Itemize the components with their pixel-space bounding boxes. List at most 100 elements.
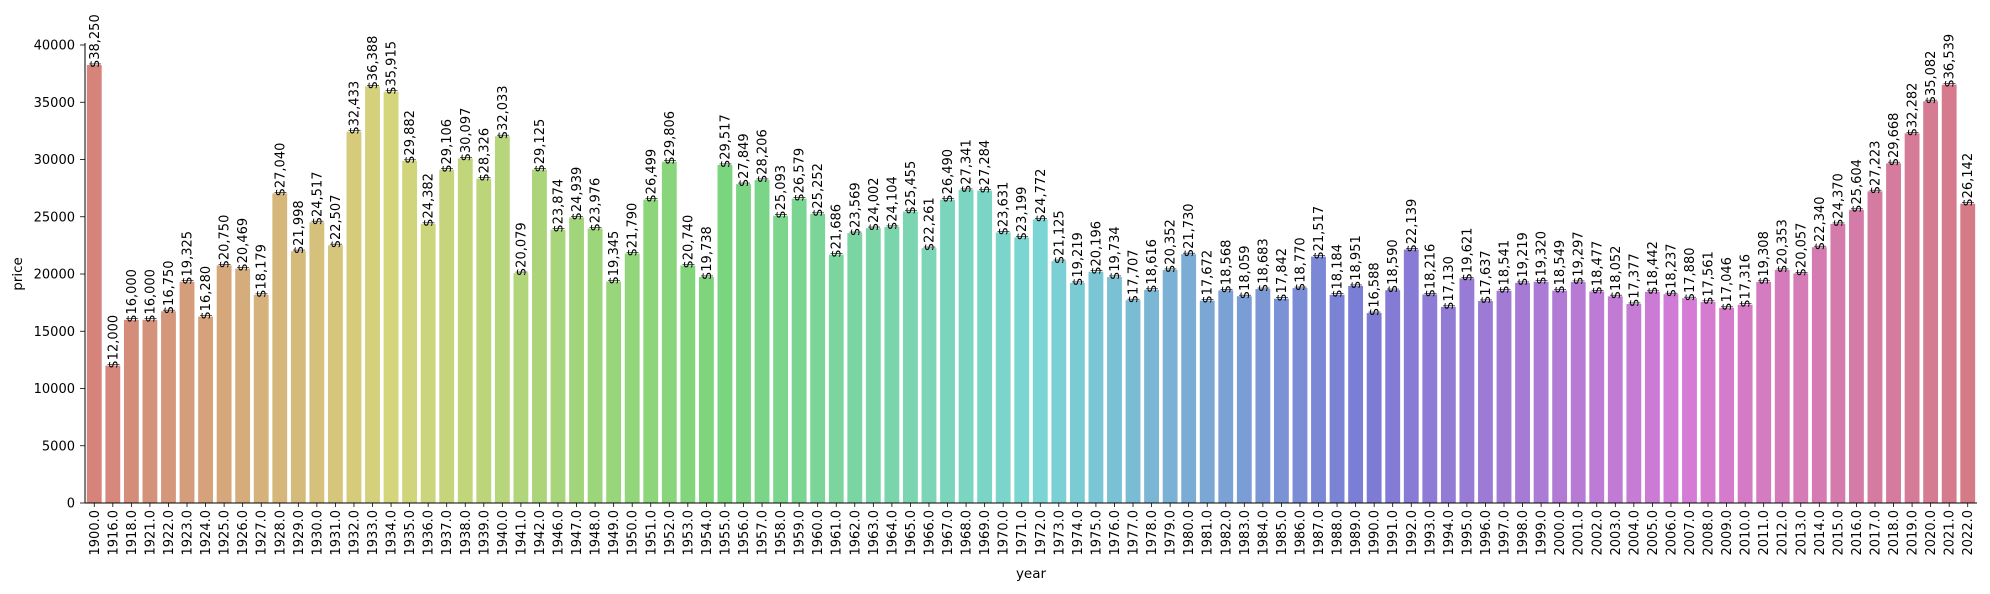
- data-label: $18,568: [1219, 240, 1234, 294]
- x-axis: 1900.0 1916.0 1918.0 1921.0 1922.0 1923.0 1924…: [85, 502, 1977, 556]
- x-tick-label: 2000.0: [1553, 510, 1568, 556]
- data-label: $28,206: [756, 129, 771, 183]
- data-label: $25,093: [774, 165, 789, 219]
- data-label: $17,130: [1442, 256, 1457, 310]
- bar: [958, 189, 974, 503]
- x-tick-label: 1993.0: [1423, 510, 1438, 556]
- x-tick-label: 1979.0: [1164, 510, 1179, 556]
- x-tick-label: 1956.0: [737, 510, 752, 556]
- x-tick-label: 1978.0: [1145, 510, 1160, 556]
- data-label: $16,280: [199, 266, 214, 320]
- data-label: $19,738: [700, 226, 715, 280]
- data-label: $24,772: [1034, 169, 1049, 223]
- bar: [736, 184, 751, 503]
- bar: [1107, 277, 1122, 503]
- bar: [513, 273, 529, 503]
- x-tick-label: 2012.0: [1776, 510, 1791, 556]
- bar: [643, 199, 659, 503]
- data-label: $16,588: [1368, 262, 1383, 316]
- x-tick-label: 1970.0: [997, 510, 1012, 556]
- x-tick-label: 1998.0: [1516, 510, 1531, 556]
- bar: [1385, 290, 1401, 503]
- x-tick-label: 2006.0: [1664, 510, 1679, 556]
- x-tick-label: 2008.0: [1702, 510, 1717, 556]
- bar: [1904, 133, 1920, 503]
- bar: [1886, 163, 1901, 504]
- data-label: $29,517: [718, 114, 733, 168]
- bar: [532, 169, 547, 503]
- x-tick-label: 1971.0: [1015, 510, 1030, 556]
- x-tick-label: 1980.0: [1182, 510, 1197, 556]
- bar: [439, 169, 455, 504]
- x-tick-label: 1989.0: [1349, 510, 1364, 556]
- x-tick-label: 1964.0: [885, 510, 900, 556]
- bar: [161, 311, 176, 503]
- data-label: $19,734: [1108, 226, 1123, 280]
- bar: [309, 222, 325, 503]
- bar: [1162, 269, 1178, 503]
- data-label: $35,082: [1924, 51, 1939, 105]
- x-tick-label: 1934.0: [385, 510, 400, 556]
- x-tick-label: 2004.0: [1627, 510, 1642, 556]
- x-tick-label: 1959.0: [793, 510, 808, 556]
- x-tick-label: 2007.0: [1683, 510, 1698, 556]
- x-tick-label: 1952.0: [663, 510, 678, 556]
- bar: [903, 211, 918, 504]
- x-tick-label: 1947.0: [570, 510, 585, 556]
- bar: [1719, 307, 1735, 503]
- data-label: $19,297: [1572, 231, 1587, 285]
- data-label: $18,059: [1238, 245, 1253, 299]
- bar: [550, 229, 566, 503]
- bar: [1218, 290, 1234, 503]
- data-label: $17,672: [1201, 250, 1216, 304]
- bar: [569, 217, 584, 503]
- data-label: $19,219: [1071, 232, 1086, 286]
- x-tick-label: 1949.0: [607, 510, 622, 556]
- data-label: $16,000: [143, 269, 158, 323]
- x-tick-label: 1921.0: [143, 510, 158, 556]
- bar: [847, 233, 863, 503]
- x-tick-label: 1938.0: [459, 510, 474, 556]
- data-label: $18,590: [1386, 239, 1401, 293]
- x-tick-label: 1916.0: [106, 510, 121, 556]
- data-label: $29,806: [663, 111, 678, 165]
- x-tick-label: 1983.0: [1238, 510, 1253, 556]
- data-label: $27,284: [978, 140, 993, 194]
- data-label: $17,046: [1720, 257, 1735, 311]
- bar: [1236, 296, 1252, 503]
- data-label: $19,325: [181, 231, 196, 285]
- data-label: $29,106: [440, 119, 455, 173]
- bar: [365, 86, 380, 504]
- data-label: $26,499: [644, 149, 659, 203]
- data-label: $25,252: [811, 163, 826, 217]
- data-label: $19,219: [1516, 232, 1531, 286]
- bar: [1144, 289, 1159, 503]
- x-tick-label: 1976.0: [1108, 510, 1123, 556]
- data-label: $20,750: [218, 215, 233, 269]
- data-label: $24,370: [1831, 173, 1846, 227]
- y-tick-label: 5000: [42, 439, 75, 454]
- x-tick-label: 1988.0: [1331, 510, 1346, 556]
- data-label: $20,079: [514, 222, 529, 276]
- data-label: $32,433: [347, 81, 362, 135]
- bar: [1941, 84, 1957, 503]
- x-tick-label: 1996.0: [1479, 510, 1494, 556]
- data-label: $21,125: [1052, 210, 1067, 264]
- data-label: $18,052: [1609, 246, 1624, 300]
- x-tick-label: 2005.0: [1646, 510, 1661, 556]
- data-label: $18,184: [1331, 244, 1346, 298]
- x-tick-label: 1941.0: [514, 510, 529, 556]
- bar: [1348, 286, 1364, 503]
- x-tick-label: 1900.0: [88, 510, 103, 556]
- bar: [179, 281, 195, 503]
- data-label: $28,326: [477, 128, 492, 182]
- bar: [1700, 301, 1716, 503]
- data-label: $20,469: [236, 218, 251, 272]
- bar: [346, 131, 362, 503]
- x-tick-label: 1929.0: [292, 510, 307, 556]
- x-tick-label: 1928.0: [273, 510, 288, 556]
- x-tick-label: 1935.0: [403, 510, 418, 556]
- bar: [1960, 203, 1976, 504]
- bar: [216, 265, 232, 503]
